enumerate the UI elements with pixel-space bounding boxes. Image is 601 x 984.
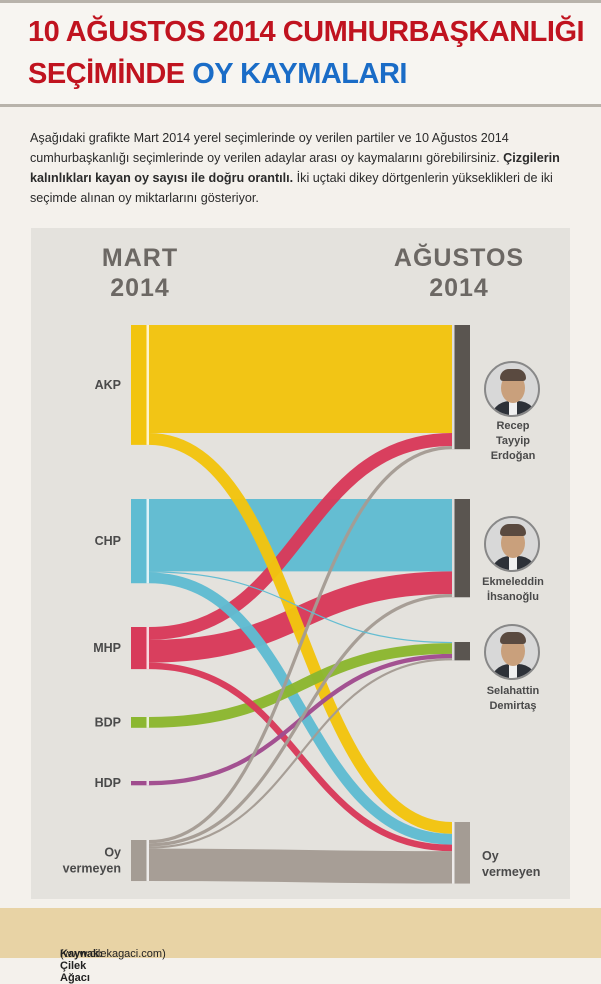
left-node-edge-mhp (146, 627, 149, 670)
left-label-oy-vermeyen-0: Oy (104, 846, 121, 860)
flow-chp-to-oy-vermeyen (148, 572, 453, 845)
left-node-edge-akp (146, 325, 149, 445)
left-label-chp-0: CHP (95, 534, 121, 548)
right-label-line: Oy (482, 849, 499, 863)
erdogan-portrait-icon (484, 361, 540, 417)
left-node-bdp (131, 717, 149, 728)
flow-akp-to-oy-vermeyen (148, 433, 453, 834)
flow-chp-to-demirta- (148, 571, 453, 644)
right-label-line: Erdoğan (490, 450, 536, 462)
left-node-edge-hdp (146, 781, 149, 786)
right-node-demirta- (452, 642, 470, 661)
left-label-hdp-0: HDP (95, 776, 121, 790)
flow-oy-vermeyen-to-demirta- (148, 658, 453, 849)
footer: Kaynak: Çilek Ağacı (www.cilekagaci.com) (0, 908, 601, 984)
right-node-edge-demirta- (452, 642, 455, 661)
right-label-demirta-: Selahattin Demirtaş (473, 684, 553, 714)
title-blue-part: OY KAYMALARI (192, 58, 407, 90)
sankey-chart: MART2014AĞUSTOS2014AKPCHPMHPBDPHDPOyverm… (63, 243, 524, 884)
flow-mhp-to-oy-vermeyen (148, 662, 453, 852)
intro-part2: İki uçtaki dikey dörtgenlerin yükseklikl… (30, 171, 553, 205)
left-node-akp (131, 325, 149, 445)
left-node-edge-chp (146, 499, 149, 584)
right-node-oy-vermeyen (452, 822, 470, 884)
right-label-line: Ekmeleddin (482, 576, 544, 588)
right-label-oy-vermeyen: Oy vermeyen (482, 848, 562, 880)
left-node-mhp (131, 627, 149, 670)
left-axis-title-0: MART (102, 244, 178, 272)
flow-mhp-to-i-hsano-lu (148, 571, 453, 663)
flow-oy-vermeyen-to-erdo-an (148, 445, 453, 844)
intro-bold: Çizgilerin kalınlıkları kayan oy sayısı … (30, 151, 560, 185)
header-divider (0, 104, 601, 107)
left-node-edge-oy-vermeyen (146, 840, 149, 882)
ihsanoglu-portrait-icon (484, 516, 540, 572)
flow-oy-vermeyen-to-oy-vermeyen (148, 848, 453, 884)
right-axis-title-0: AĞUSTOS (394, 243, 524, 272)
left-label-mhp-0: MHP (93, 641, 121, 655)
right-label-erdo-an: Recep Tayyip Erdoğan (473, 419, 553, 464)
right-label-line: vermeyen (482, 865, 541, 879)
right-label-line: Recep (496, 420, 530, 432)
right-label-line: Tayyip (495, 435, 531, 447)
left-label-oy-vermeyen-1: vermeyen (63, 862, 121, 876)
title-red-part: SEÇİMİNDE (28, 58, 185, 90)
left-node-edge-bdp (146, 717, 149, 728)
right-node-edge-oy-vermeyen (452, 822, 455, 884)
right-label-line: İhsanoğlu (487, 591, 539, 603)
right-node-erdo-an (452, 325, 470, 450)
intro-text: Aşağıdaki grafikte Mart 2014 yerel seçim… (30, 128, 575, 208)
flow-bdp-to-demirta- (148, 643, 453, 728)
right-label-line: Demirtaş (489, 700, 537, 712)
left-node-hdp (131, 781, 149, 786)
right-label-i-hsano-lu: Ekmeleddin İhsanoğlu (473, 575, 553, 605)
left-label-akp-0: AKP (95, 378, 121, 392)
header: 10 AĞUSTOS 2014 CUMHURBAŞKANLIĞI SEÇİMİN… (0, 0, 601, 104)
left-axis-title-1: 2014 (110, 274, 170, 302)
top-divider (0, 0, 601, 3)
page-title: 10 AĞUSTOS 2014 CUMHURBAŞKANLIĞI (28, 16, 585, 48)
flow-oy-vermeyen-to-i-hsano-lu (148, 594, 453, 847)
demirtas-portrait-icon (484, 624, 540, 680)
right-label-line: Selahattin (486, 685, 540, 697)
right-axis-title-1: 2014 (429, 274, 489, 302)
left-node-oy-vermeyen (131, 840, 149, 882)
right-node-edge-i-hsano-lu (452, 499, 455, 598)
left-node-chp (131, 499, 149, 584)
page-subtitle: SEÇİMİNDE OY KAYMALARI (28, 58, 407, 91)
intro-part1: Aşağıdaki grafikte Mart 2014 yerel seçim… (30, 131, 509, 165)
flow-mhp-to-erdo-an (148, 433, 453, 640)
left-label-bdp-0: BDP (95, 715, 121, 729)
right-node-i-hsano-lu (452, 499, 470, 598)
right-node-edge-erdo-an (452, 325, 455, 450)
